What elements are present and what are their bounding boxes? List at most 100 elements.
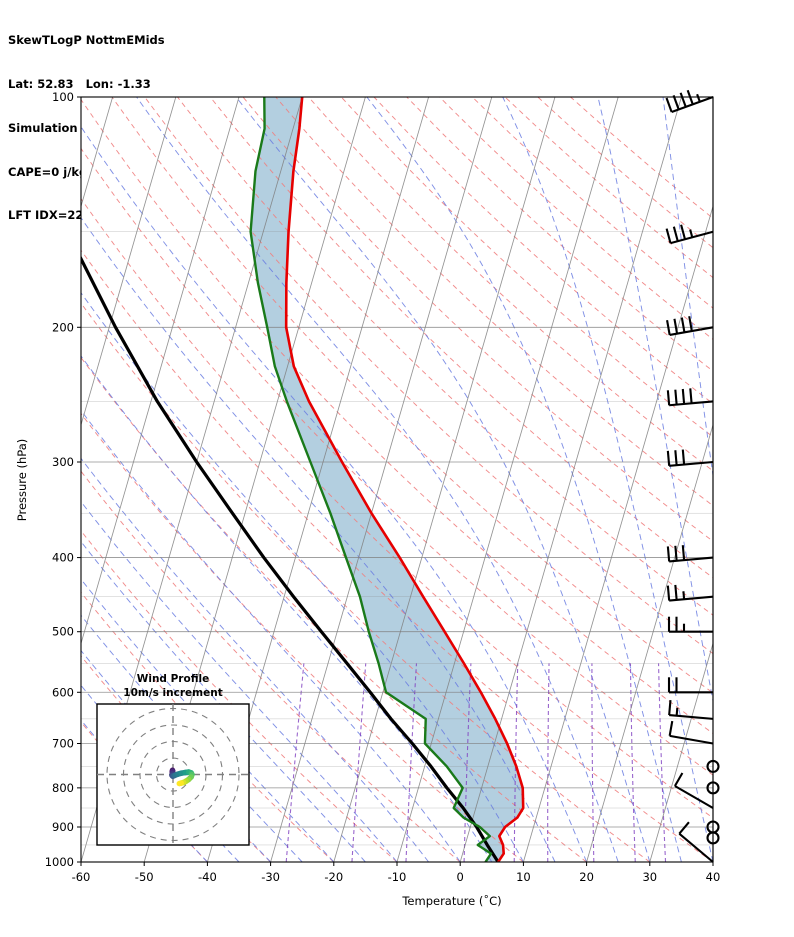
y-axis-label: Pressure (hPa) xyxy=(15,439,29,522)
x-tick-label: 10 xyxy=(516,870,531,884)
dry-adiabat xyxy=(209,97,713,579)
y-tick-label: 900 xyxy=(52,820,74,834)
x-tick-label: -60 xyxy=(72,870,91,884)
moist-adiabat xyxy=(235,97,651,862)
mixing-ratio-line xyxy=(513,663,519,862)
isotherm-line xyxy=(333,97,556,862)
wind-barb xyxy=(706,759,720,773)
x-tick-label: 40 xyxy=(706,870,721,884)
wind-barb xyxy=(667,677,713,694)
shaded-area xyxy=(250,97,524,862)
dry-adiabat xyxy=(275,97,713,507)
dry-adiabat xyxy=(81,198,713,819)
mixing-ratio-line xyxy=(463,663,472,862)
isotherm-line xyxy=(712,860,713,862)
mixing-ratio-line xyxy=(658,663,667,862)
wind-barb xyxy=(666,388,714,407)
mixing-ratio-line xyxy=(405,663,418,862)
y-tick-label: 700 xyxy=(52,737,74,751)
dry-adiabat xyxy=(81,470,461,862)
moist-adiabat xyxy=(755,97,794,862)
wind-barb xyxy=(666,584,714,602)
isotherm-line xyxy=(459,97,682,862)
temperature-curve xyxy=(284,97,525,862)
header-title: SkewTLogP NottmEMids xyxy=(8,33,165,48)
dry-adiabat xyxy=(81,98,713,735)
y-tick-label: 100 xyxy=(52,90,74,104)
moist-adiabat xyxy=(81,292,524,862)
header-location: Lat: 52.83 Lon: -1.33 xyxy=(8,76,151,91)
moist-adiabat xyxy=(81,614,303,862)
x-axis-label: Temperature (˚C) xyxy=(401,893,501,908)
dewpoint-curve xyxy=(249,97,493,862)
mixing-ratio-line xyxy=(591,663,595,862)
x-tick-label: -50 xyxy=(135,870,154,884)
moist-adiabat xyxy=(81,355,493,862)
x-tick-label: 30 xyxy=(642,870,657,884)
dry-adiabat xyxy=(242,97,713,542)
wind-barb xyxy=(665,89,714,114)
y-tick-label: 600 xyxy=(52,685,74,699)
moist-adiabat xyxy=(502,97,713,862)
moist-adiabat xyxy=(366,97,682,862)
temp-dewpoint-shading xyxy=(250,97,524,862)
moist-adiabat xyxy=(81,578,335,862)
wind-barb xyxy=(673,772,714,809)
isotherm-line xyxy=(586,423,713,862)
dry-adiabat xyxy=(340,97,713,438)
isotherm-line xyxy=(270,97,493,862)
mixing-ratio-line xyxy=(351,663,367,862)
dry-adiabat xyxy=(81,249,713,862)
moist-adiabat xyxy=(597,97,713,704)
x-tick-label: 20 xyxy=(579,870,594,884)
wind-barb xyxy=(667,616,713,633)
moist-adiabat xyxy=(81,500,398,862)
y-tick-label: 1000 xyxy=(45,855,74,869)
dry-adiabat xyxy=(81,147,713,776)
x-tick-label: -30 xyxy=(261,870,280,884)
isotherm-line xyxy=(81,97,177,427)
wind-barb xyxy=(665,224,714,245)
mixing-ratio-line xyxy=(629,663,636,862)
y-tick-label: 400 xyxy=(52,551,74,565)
inset-title-line1: Wind Profile xyxy=(137,673,209,685)
isotherm-line xyxy=(81,97,240,645)
wind-barb xyxy=(706,831,720,845)
moist-adiabat xyxy=(81,216,556,862)
x-tick-label: -20 xyxy=(324,870,343,884)
wind-barb xyxy=(706,781,720,795)
wind-barb xyxy=(668,700,714,720)
wind-barb xyxy=(668,720,714,745)
dry-adiabat xyxy=(81,356,587,862)
sounding-curves xyxy=(81,97,525,862)
isotherm-line xyxy=(776,97,794,862)
wind-barb xyxy=(678,821,714,863)
mixing-ratio-lines xyxy=(285,663,667,862)
wind-barb-column xyxy=(665,89,720,863)
dry-adiabat xyxy=(308,97,713,472)
y-tick-label: 200 xyxy=(52,320,74,334)
isotherm-line xyxy=(522,204,713,862)
moist-adiabat xyxy=(81,540,366,862)
moist-adiabat xyxy=(136,97,619,862)
y-tick-label: 800 xyxy=(52,781,74,795)
moist-adiabat xyxy=(81,457,429,862)
isotherm-line xyxy=(649,641,713,862)
parcel-path-curve xyxy=(81,255,500,862)
y-tick-label: 300 xyxy=(52,455,74,469)
hodograph-inset xyxy=(96,703,250,846)
moist-adiabat xyxy=(712,97,713,105)
x-tick-label: 0 xyxy=(457,870,464,884)
inset-title-line2: 10m/s increment xyxy=(123,687,222,699)
wind-barb xyxy=(666,316,714,336)
dry-adiabat xyxy=(111,97,713,694)
x-tick-label: -10 xyxy=(388,870,407,884)
mixing-ratio-line xyxy=(285,663,305,862)
dry-adiabat xyxy=(81,412,524,862)
y-tick-label: 500 xyxy=(52,625,74,639)
wind-barb xyxy=(666,449,714,467)
